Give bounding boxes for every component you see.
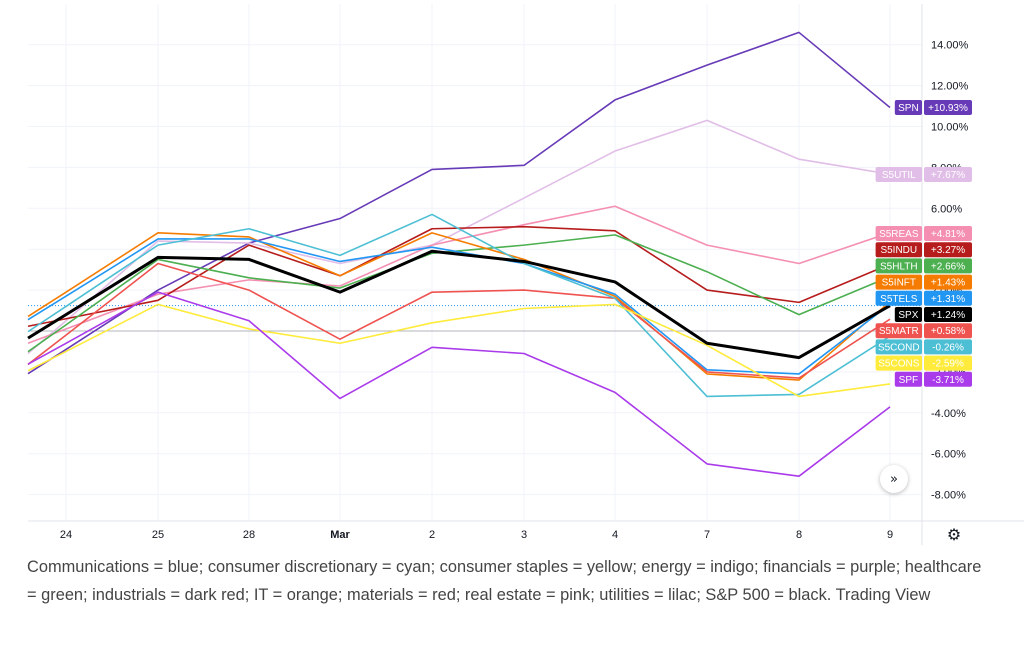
y-tick-label: 10.00% [931,122,969,134]
price-tag-s5matr[interactable]: S5MATR +0.58% [875,323,972,339]
price-tag-s5indu[interactable]: S5INDU +3.27% [875,242,972,258]
price-tag-s5hlth[interactable]: S5HLTH +2.66% [875,258,972,274]
chart-settings-button[interactable]: ⚙ [944,524,964,544]
scroll-to-realtime-button[interactable]: » [880,465,908,493]
series-line-s5indu [27,225,891,328]
price-tag-name-bg [875,339,922,355]
price-tag-name: SPX [898,310,918,321]
price-tag-value-bg [924,100,972,115]
x-tick-label: 2 [429,529,435,541]
price-tag-s5inft[interactable]: S5INFT +1.43% [875,274,972,290]
figure-caption: Communications = blue; consumer discreti… [27,558,982,604]
x-axis-labels: 24 25 28 Mar 2 3 4 7 8 9 [60,529,893,541]
gear-icon: ⚙ [946,524,962,544]
x-tick-label: 24 [60,529,72,541]
x-tick-label: 8 [796,529,802,541]
series-line-spn [27,31,891,375]
price-tag-name-bg [875,355,922,371]
y-tick-label: -8.00% [931,490,966,502]
price-tag-spx[interactable]: SPX +1.24% [894,307,972,322]
price-tag-value-bg [924,339,972,355]
x-tick-label: 3 [521,529,527,541]
price-tag-name-bg [875,226,922,241]
price-tag-s5cons[interactable]: S5CONS -2.59% [875,355,972,371]
series-line-spf [27,291,891,477]
price-tag-value: -3.71% [932,375,964,386]
x-tick-label: 28 [243,529,255,541]
price-tag-value-bg [924,274,972,290]
series-lines [27,31,891,477]
price-tag-value-bg [924,371,972,387]
price-tags[interactable]: SPN +10.93% S5UTIL +7.67% S5REAS +4.81% S5INDU… [875,100,972,387]
price-tag-name: S5CONS [878,359,919,370]
price-tag-name-bg [894,307,922,322]
x-tick-label: 4 [612,529,618,541]
y-tick-label: -6.00% [931,449,966,461]
double-chevron-right-icon: » [890,471,898,487]
price-tag-value: +3.27% [931,245,965,256]
price-tag-value: -0.26% [932,342,964,353]
price-tag-name: S5HLTH [880,261,918,272]
series-line-s5hlth [27,234,891,353]
price-tag-name: SPF [899,375,918,386]
price-tag-name: S5INDU [880,245,917,256]
series-line-s5inft [27,232,891,381]
price-tag-name-bg [894,100,922,115]
price-tag-value-bg [924,167,972,182]
x-tick-label: 7 [704,529,710,541]
price-tag-value: +1.24% [931,310,965,321]
price-tag-name: S5INFT [882,278,916,289]
grid [28,4,1024,545]
x-tick-label: Mar [330,529,350,541]
price-tag-value: +10.93% [928,103,968,114]
price-tag-value: +2.66% [931,261,965,272]
price-tag-name: S5REAS [879,229,919,240]
series-line-spx [27,249,891,360]
price-tag-spn[interactable]: SPN +10.93% [894,100,972,115]
x-tick-label: 9 [887,529,893,541]
price-tag-value: +1.43% [931,278,965,289]
x-tick-label: 25 [152,529,164,541]
chart: 14.00%12.00%10.00%8.00%6.00%4.00%2.00%0.… [27,4,1024,545]
price-tag-value: +1.31% [931,294,965,305]
price-tag-name: S5MATR [879,326,919,337]
price-tag-s5cond[interactable]: S5COND -0.26% [875,339,972,355]
price-tag-s5tels[interactable]: S5TELS +1.31% [875,290,972,306]
price-tag-value-bg [924,258,972,274]
series-line-s5tels [27,238,891,375]
price-tag-value: -2.59% [932,359,964,370]
y-tick-label: 6.00% [931,203,962,215]
price-tag-name-bg [875,242,922,258]
price-tag-value: +0.58% [931,326,965,337]
price-tag-s5util[interactable]: S5UTIL +7.67% [875,167,972,182]
price-tag-value-bg [924,226,972,241]
series-line-s5reas [27,205,891,344]
y-tick-label: 14.00% [931,40,969,52]
series-line-s5cond [27,213,891,398]
y-tick-label: -4.00% [931,408,966,420]
price-tag-name-bg [894,371,922,387]
price-tag-value-bg [924,290,972,306]
price-tag-name-bg [875,323,922,339]
price-tag-name-bg [875,274,922,290]
price-tag-name: S5COND [878,342,920,353]
series-line-s5matr [27,262,891,379]
price-tag-s5reas[interactable]: S5REAS +4.81% [875,226,972,241]
price-tag-name: S5TELS [880,294,918,305]
price-tag-value: +4.81% [931,229,965,240]
y-tick-label: 12.00% [931,81,969,93]
price-tag-value-bg [924,242,972,258]
price-tag-name: S5UTIL [882,170,916,181]
price-tag-value: +7.67% [931,170,965,181]
price-tag-value-bg [924,323,972,339]
price-tag-name: SPN [898,103,919,114]
price-tag-value-bg [924,307,972,322]
price-tag-spf[interactable]: SPF -3.71% [894,371,972,387]
price-tag-value-bg [924,355,972,371]
price-tag-name-bg [875,167,922,182]
series-line-s5cons [27,303,891,398]
price-tag-name-bg [875,258,922,274]
price-tag-name-bg [875,290,922,306]
